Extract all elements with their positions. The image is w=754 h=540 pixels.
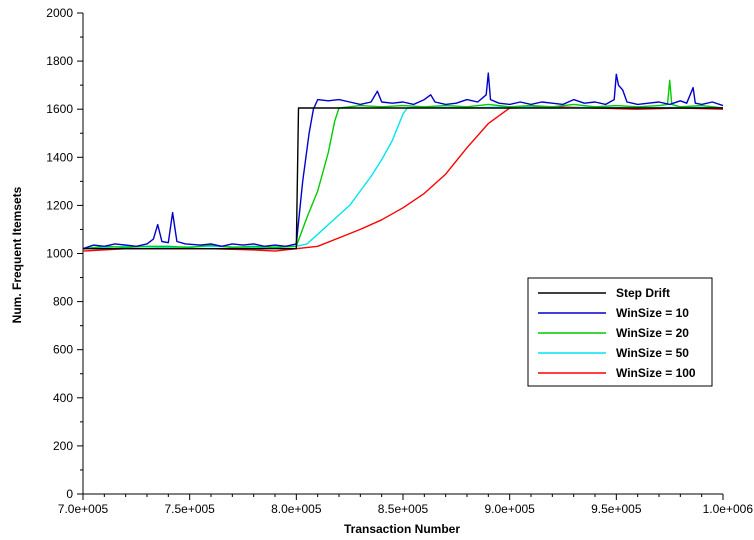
x-tick-label: 7.5e+005	[164, 502, 215, 516]
y-tick-label: 1200	[46, 198, 73, 212]
y-tick-label: 0	[66, 487, 73, 501]
series-line-winsize-100	[82, 106, 724, 252]
series-line-winsize-20	[82, 79, 724, 250]
series-line-winsize-10	[82, 72, 724, 250]
y-tick-label: 400	[53, 391, 73, 405]
legend-label: Step Drift	[616, 286, 670, 300]
legend-box	[527, 277, 713, 387]
y-tick-label: 600	[53, 343, 73, 357]
axes-group: 0 200 400 600 800 1000 1200 1400 1600 1800 2000 7.0…	[46, 6, 753, 516]
legend-label: WinSize = 50	[616, 346, 689, 360]
series-line-winsize-50	[82, 106, 724, 250]
y-tick-label: 1000	[46, 247, 73, 261]
series-lines-group	[82, 72, 724, 252]
y-tick-label: 2000	[46, 6, 73, 20]
y-tick-label: 1400	[46, 150, 73, 164]
y-tick-label: 800	[53, 295, 73, 309]
x-tick-label: 8.5e+005	[378, 502, 429, 516]
legend: Step Drift WinSize = 10 WinSize = 20 WinSiz…	[527, 277, 713, 387]
x-tick-label: 7.0e+005	[58, 502, 109, 516]
legend-label: WinSize = 10	[616, 306, 689, 320]
x-tick-label: 9.5e+005	[591, 502, 642, 516]
series-line-step-drift	[83, 107, 723, 250]
y-axis-title: Num. Frequent Itemsets	[10, 186, 24, 323]
legend-label: WinSize = 100	[616, 366, 696, 380]
x-tick-label: 8.0e+005	[271, 502, 322, 516]
y-tick-label: 200	[53, 439, 73, 453]
x-tick-label: 9.0e+005	[484, 502, 535, 516]
legend-label: WinSize = 20	[616, 326, 689, 340]
x-axis-title: Transaction Number	[344, 522, 460, 536]
y-tick-label: 1600	[46, 102, 73, 116]
y-tick-label: 1800	[46, 54, 73, 68]
x-tick-label: 1.0e+006	[703, 502, 754, 516]
